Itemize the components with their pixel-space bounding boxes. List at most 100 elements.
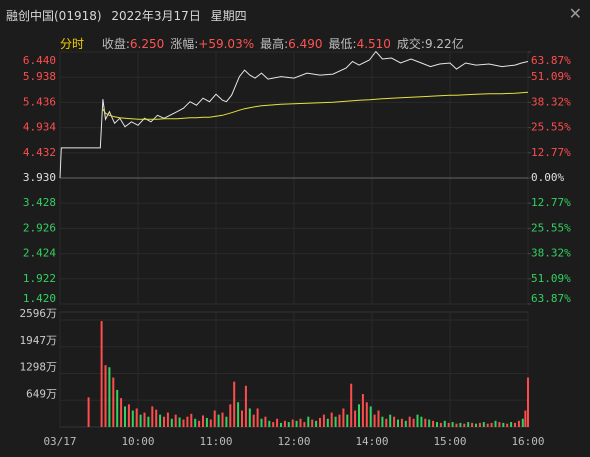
volume-bar <box>354 410 357 427</box>
stat-value: +59.03% <box>198 37 255 51</box>
volume-bar <box>467 422 470 427</box>
volume-bar <box>517 420 520 427</box>
stat: 最高:6.490 <box>260 37 322 51</box>
x-tick-label: 16:00 <box>511 435 544 448</box>
volume-bar <box>506 423 509 427</box>
close-button[interactable]: ✕ <box>568 4 582 23</box>
y-tick-label: 4.432 <box>23 146 56 159</box>
volume-bar <box>494 420 497 427</box>
stat-label: 最高: <box>260 37 289 51</box>
volume-bar <box>135 408 138 427</box>
volume-bar <box>385 418 388 427</box>
y-tick-label: 3.428 <box>23 196 56 209</box>
volume-bar <box>338 414 341 427</box>
stat-value: 4.510 <box>356 37 391 51</box>
volume-bar <box>315 420 318 427</box>
volume-bar <box>205 417 208 427</box>
title-bar: 融创中国(01918) 2022年3月17日 星期四 <box>6 7 253 24</box>
tab[interactable]: 分时 <box>60 37 85 51</box>
volume-bar <box>248 408 251 427</box>
volume-bar <box>276 418 279 427</box>
volume-bar <box>202 415 204 427</box>
volume-bar <box>244 385 247 427</box>
date: 2022年3月17日 <box>111 9 201 23</box>
volume-bar <box>209 419 212 427</box>
volume-bar <box>420 416 423 427</box>
y2-tick-label: 38.32% <box>531 95 571 108</box>
volume-bar <box>319 417 321 427</box>
volume-bar <box>299 418 302 427</box>
stat-label: 最低: <box>328 37 357 51</box>
volume-bar <box>280 422 282 427</box>
volume-bar <box>330 412 333 427</box>
volume-bar <box>478 422 481 427</box>
stat-label: 收盘: <box>101 37 130 51</box>
volume-bar <box>381 416 384 427</box>
volume-bar <box>416 414 419 427</box>
volume-bar <box>174 414 177 427</box>
volume-bar <box>233 381 236 427</box>
stat-value: 9.22亿 <box>424 37 464 51</box>
volume-bar <box>389 414 392 427</box>
stat: 收盘:6.250 <box>102 37 164 51</box>
volume-bar <box>186 416 189 427</box>
volume-bar <box>373 414 376 427</box>
volume-bar <box>178 417 181 427</box>
stat-label: 涨幅: <box>170 37 199 51</box>
volume-bar <box>163 416 165 427</box>
volume-bar <box>361 394 364 427</box>
stat-label: 成交: <box>396 37 425 51</box>
volume-bar <box>272 422 275 427</box>
volume-bar <box>471 422 474 427</box>
volume-bar <box>287 422 290 427</box>
volume-bar <box>182 419 185 427</box>
y2-tick-label: 0.00% <box>531 171 564 184</box>
volume-bar <box>322 414 325 427</box>
volume-bar <box>424 418 427 427</box>
y2-tick-label: 25.55% <box>531 121 571 134</box>
volume-bar <box>237 402 240 427</box>
volume-bar <box>490 422 493 427</box>
volume-bar <box>408 416 411 427</box>
volume-bar <box>455 423 458 427</box>
volume-bar <box>311 419 314 427</box>
y2-tick-label: 51.09% <box>531 272 571 285</box>
volume-bar <box>283 420 286 427</box>
volume-bar <box>229 404 232 427</box>
volume-bar <box>350 383 353 427</box>
y2-tick-label: 51.09% <box>531 70 571 83</box>
volume-bar <box>104 365 107 427</box>
y2-tick-label: 12.77% <box>531 146 571 159</box>
info-row: 分时 收盘:6.250 涨幅:+59.03% 最高:6.490 最低:4.510 成交:… <box>60 35 470 52</box>
volume-bar <box>436 422 438 427</box>
volume-bar <box>241 410 243 427</box>
volume-bar <box>498 422 501 427</box>
x-tick-label: 14:00 <box>355 435 388 448</box>
y-tick-label: 649万 <box>26 387 57 400</box>
volume-bar <box>147 416 150 427</box>
volume-bar <box>365 402 368 427</box>
volume-bar <box>166 412 169 427</box>
volume-bar <box>400 418 403 427</box>
volume-bar <box>342 408 345 427</box>
volume-bar <box>443 420 446 427</box>
y-tick-label: 6.440 <box>23 54 56 67</box>
y2-tick-label: 38.32% <box>531 247 571 260</box>
volume-bar <box>112 377 115 427</box>
volume-bar <box>143 412 146 427</box>
volume-bar <box>303 422 306 427</box>
volume-bar <box>307 416 310 427</box>
price-line <box>102 91 529 120</box>
volume-bar <box>475 423 477 427</box>
stat: 成交:9.22亿 <box>397 37 464 51</box>
volume-bar <box>139 414 142 427</box>
volume-bar <box>256 408 259 427</box>
stock-name: 融创中国(01918) <box>6 9 102 23</box>
volume-bar <box>155 409 158 427</box>
volume-bar <box>358 404 360 427</box>
x-tick-label: 11:00 <box>199 435 232 448</box>
y-tick-label: 2596万 <box>20 307 58 320</box>
y-tick-label: 4.934 <box>23 121 56 134</box>
volume-bar <box>463 423 466 427</box>
volume-bar <box>268 420 271 427</box>
